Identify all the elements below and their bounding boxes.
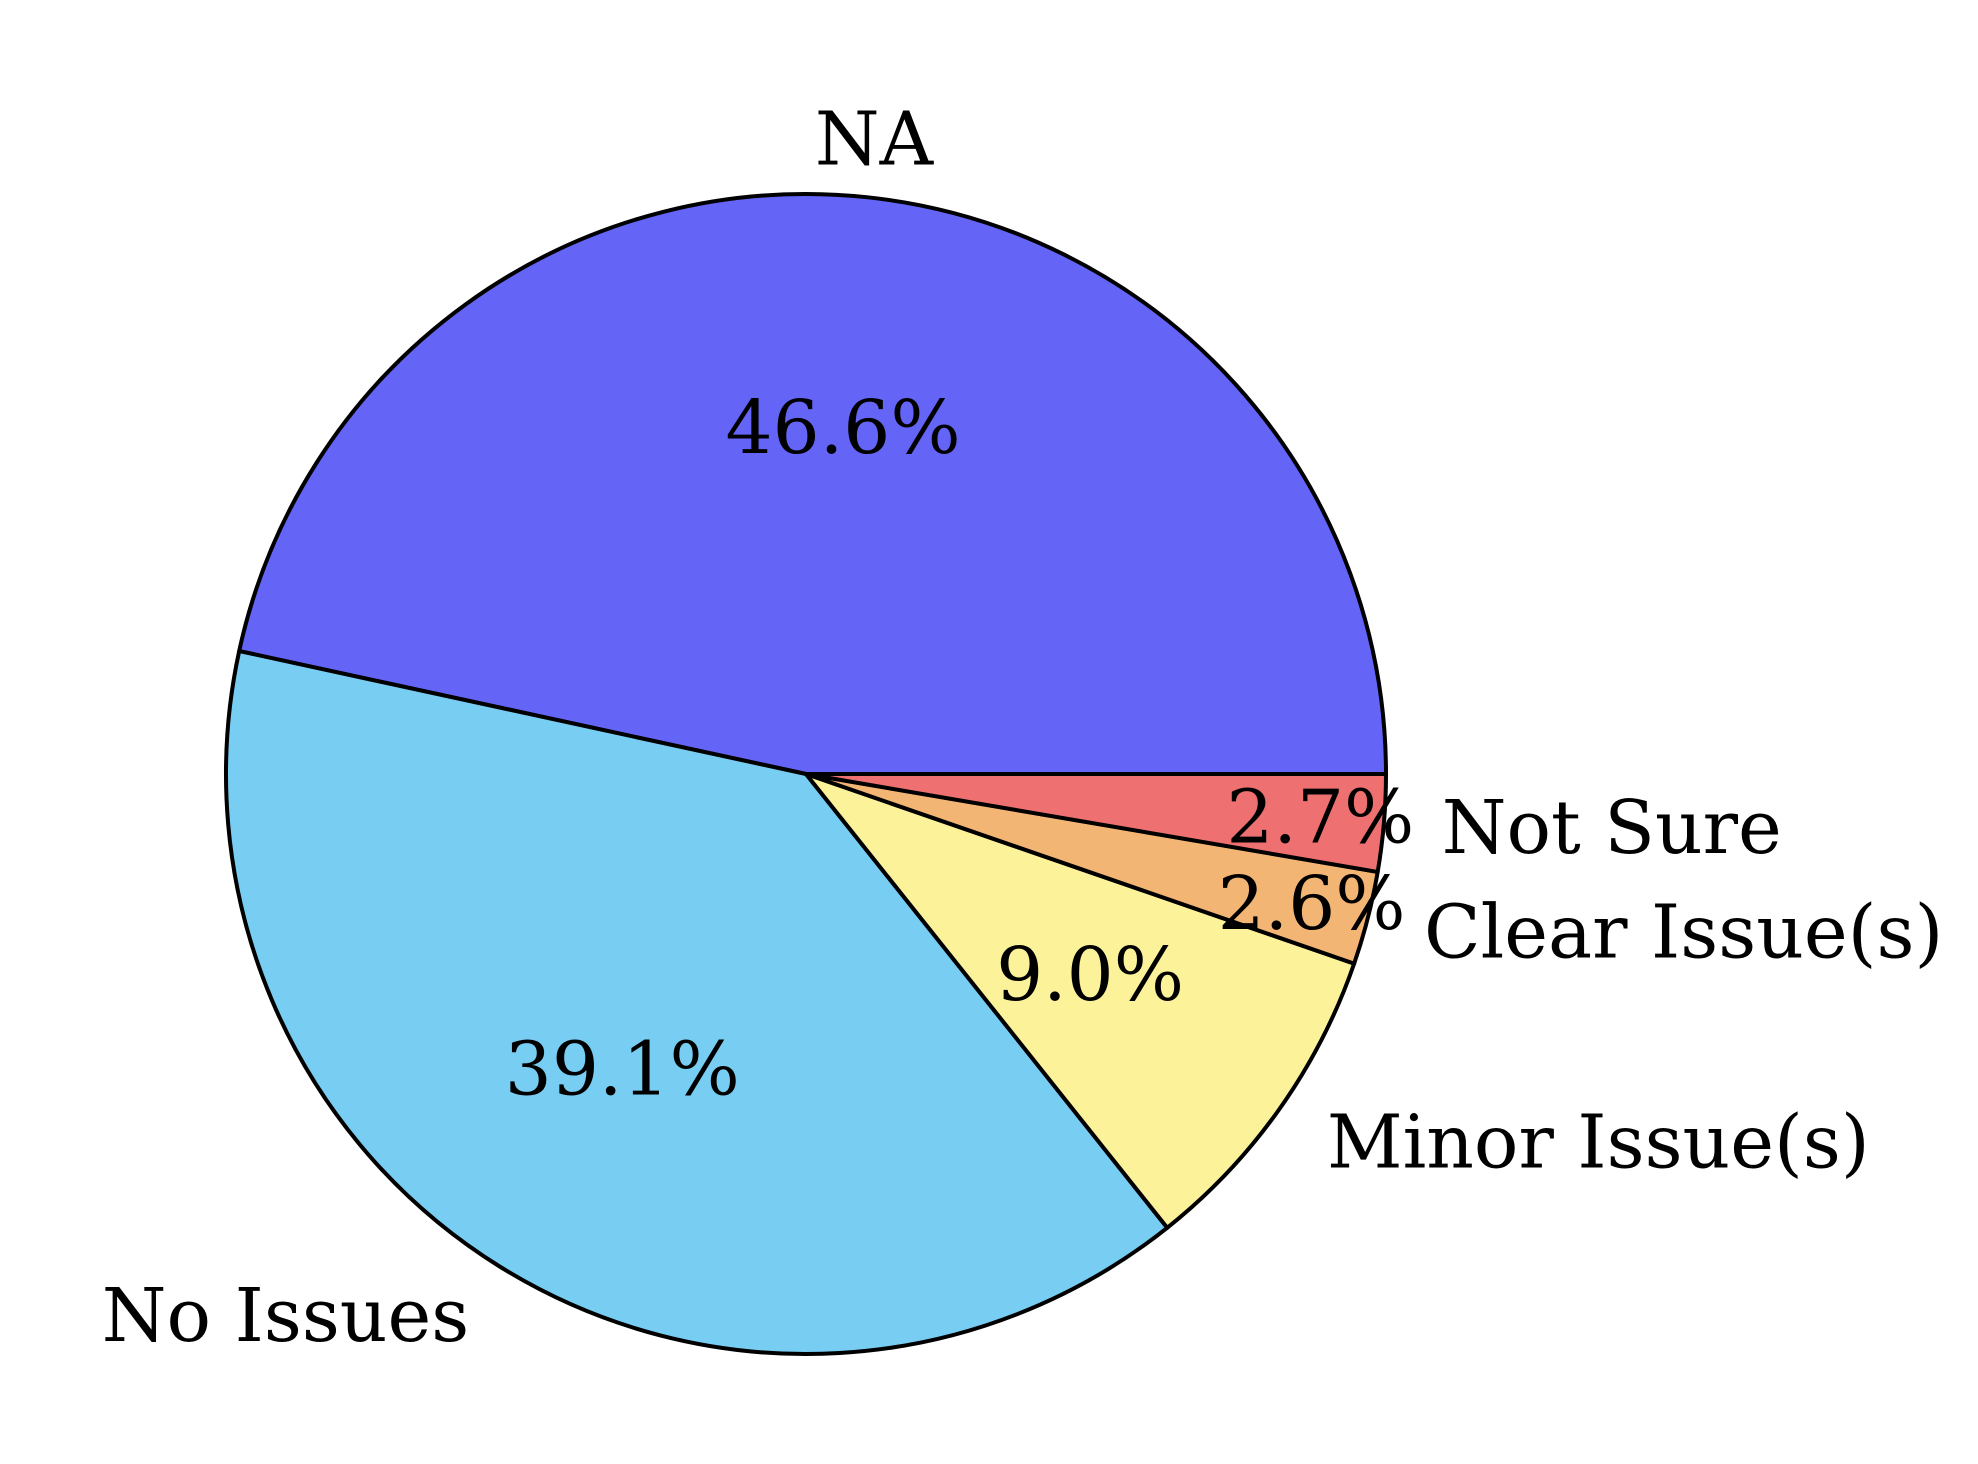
pie-category-label-no-issues: No Issues [102, 1273, 469, 1359]
pie-slices [224, 192, 1388, 1356]
pie-slice-no-issues [224, 649, 1170, 1356]
pie-percent-label-clear-issue-s: 2.6% [1218, 861, 1406, 947]
pie-percent-label-no-issues: 39.1% [505, 1027, 740, 1113]
pie-percent-label-minor-issue-s: 9.0% [996, 932, 1184, 1018]
pie-category-label-not-sure: Not Sure [1442, 785, 1782, 871]
pie-category-label-na: NA [815, 97, 935, 183]
pie-percent-labels: 46.6% 39.1% 9.0% 2.6%2.7% [505, 385, 1415, 1113]
pie-percent-label-not-sure: 2.7% [1226, 775, 1414, 861]
pie-percent-label-na: 46.6% [726, 385, 961, 471]
pie-category-label-clear-issue-s: Clear Issue(s) [1424, 890, 1943, 976]
pie-category-label-minor-issue-s: Minor Issue(s) [1327, 1099, 1870, 1185]
pie-slice-minor-issue-s [804, 772, 1357, 1230]
pie-slice-na [237, 192, 1388, 776]
pie-category-labels: NA No Issues Minor Issue(s) Clear Issue(s) N… [102, 97, 1944, 1359]
pie-slice-not-sure [804, 772, 1388, 874]
